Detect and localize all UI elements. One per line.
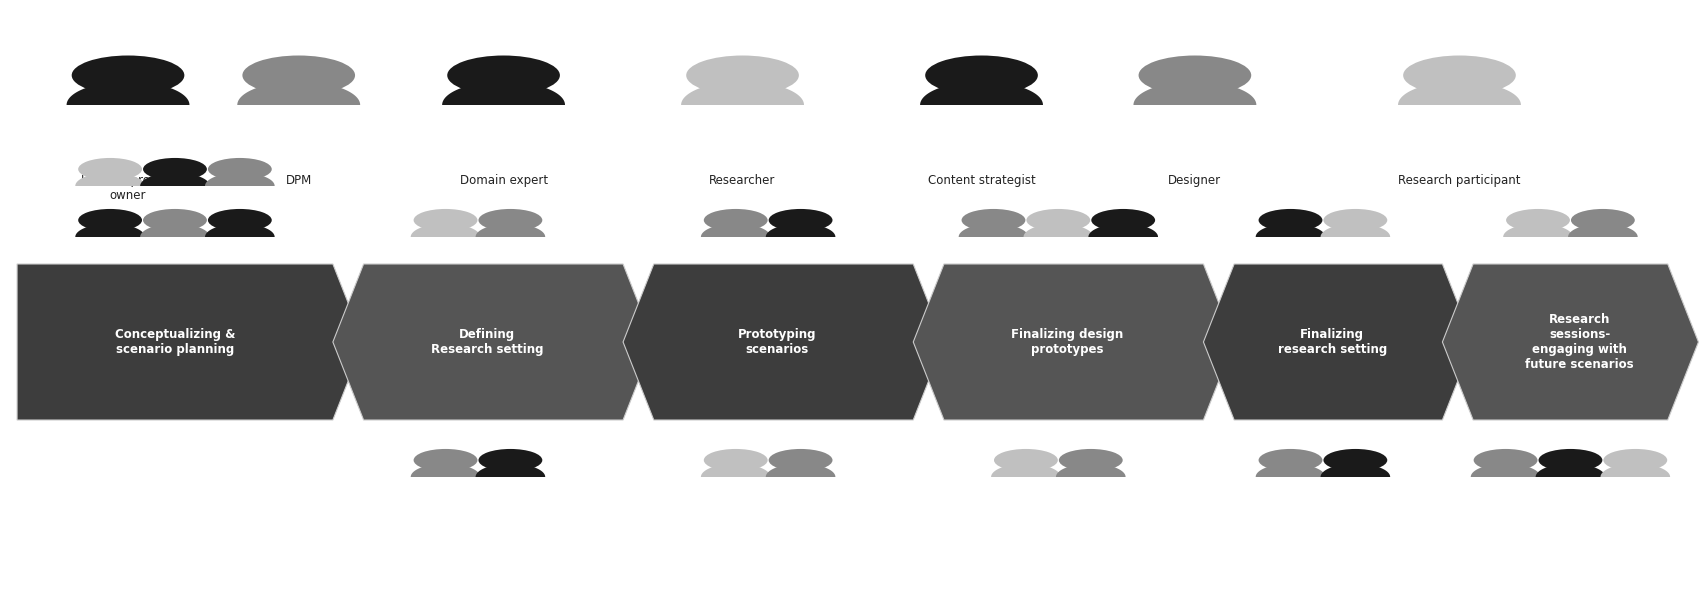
Circle shape xyxy=(79,158,142,181)
Polygon shape xyxy=(476,224,545,237)
Polygon shape xyxy=(1256,224,1325,237)
Polygon shape xyxy=(442,82,565,105)
Circle shape xyxy=(143,158,207,181)
Text: Finalizing
research setting: Finalizing research setting xyxy=(1277,328,1386,356)
Circle shape xyxy=(143,209,207,232)
Text: Prototyping
scenarios: Prototyping scenarios xyxy=(737,328,816,356)
Polygon shape xyxy=(476,464,545,477)
Polygon shape xyxy=(992,464,1060,477)
Circle shape xyxy=(1026,209,1091,232)
Circle shape xyxy=(768,449,833,472)
Circle shape xyxy=(1258,449,1323,472)
Polygon shape xyxy=(1321,224,1389,237)
Polygon shape xyxy=(140,173,210,186)
Polygon shape xyxy=(1601,464,1669,477)
Polygon shape xyxy=(1321,464,1389,477)
Circle shape xyxy=(703,449,768,472)
Text: Content strategist: Content strategist xyxy=(927,174,1036,187)
Circle shape xyxy=(1323,209,1388,232)
Polygon shape xyxy=(1504,224,1572,237)
Circle shape xyxy=(1139,56,1251,95)
Polygon shape xyxy=(681,82,804,105)
Polygon shape xyxy=(1398,82,1521,105)
Circle shape xyxy=(961,209,1026,232)
Polygon shape xyxy=(67,82,189,105)
Polygon shape xyxy=(920,82,1043,105)
Circle shape xyxy=(413,449,478,472)
Circle shape xyxy=(1091,209,1156,232)
Text: Research participant: Research participant xyxy=(1398,174,1521,187)
Circle shape xyxy=(413,209,478,232)
Circle shape xyxy=(242,56,355,95)
Polygon shape xyxy=(766,224,835,237)
Polygon shape xyxy=(959,224,1028,237)
Polygon shape xyxy=(75,173,145,186)
Circle shape xyxy=(1506,209,1570,232)
Polygon shape xyxy=(205,224,275,237)
Polygon shape xyxy=(237,82,360,105)
Polygon shape xyxy=(1442,264,1698,420)
Circle shape xyxy=(1603,449,1668,472)
Polygon shape xyxy=(1024,224,1092,237)
Polygon shape xyxy=(766,464,835,477)
Circle shape xyxy=(72,56,184,95)
Circle shape xyxy=(208,158,271,181)
Text: Defining
Research setting: Defining Research setting xyxy=(430,328,543,356)
Circle shape xyxy=(1570,209,1635,232)
Text: Domain expert: Domain expert xyxy=(459,174,548,187)
Circle shape xyxy=(925,56,1038,95)
Polygon shape xyxy=(1471,464,1540,477)
Polygon shape xyxy=(1256,464,1325,477)
Polygon shape xyxy=(623,264,944,420)
Polygon shape xyxy=(17,264,364,420)
Polygon shape xyxy=(702,464,770,477)
Text: Researcher: Researcher xyxy=(710,174,775,187)
Circle shape xyxy=(79,209,142,232)
Text: DPM: DPM xyxy=(285,174,312,187)
Circle shape xyxy=(993,449,1058,472)
Text: Research
sessions-
engaging with
future scenarios: Research sessions- engaging with future … xyxy=(1526,313,1634,371)
Circle shape xyxy=(1403,56,1516,95)
Text: Designer: Designer xyxy=(1168,174,1222,187)
Polygon shape xyxy=(1089,224,1157,237)
Polygon shape xyxy=(1203,264,1473,420)
Polygon shape xyxy=(1133,82,1256,105)
Polygon shape xyxy=(205,173,275,186)
Circle shape xyxy=(1538,449,1603,472)
Circle shape xyxy=(478,449,543,472)
Polygon shape xyxy=(1536,464,1605,477)
Text: Conceptualizing &
scenario planning: Conceptualizing & scenario planning xyxy=(114,328,236,356)
Text: Finalizing design
prototypes: Finalizing design prototypes xyxy=(1012,328,1123,356)
Polygon shape xyxy=(913,264,1234,420)
Polygon shape xyxy=(333,264,654,420)
Circle shape xyxy=(208,209,271,232)
Circle shape xyxy=(478,209,543,232)
Circle shape xyxy=(1473,449,1538,472)
Polygon shape xyxy=(702,224,770,237)
Polygon shape xyxy=(140,224,210,237)
Text: Internal product
owner: Internal product owner xyxy=(80,174,176,202)
Circle shape xyxy=(768,209,833,232)
Circle shape xyxy=(703,209,768,232)
Circle shape xyxy=(1058,449,1123,472)
Polygon shape xyxy=(75,224,145,237)
Circle shape xyxy=(1258,209,1323,232)
Polygon shape xyxy=(1057,464,1125,477)
Circle shape xyxy=(686,56,799,95)
Circle shape xyxy=(447,56,560,95)
Polygon shape xyxy=(411,224,480,237)
Polygon shape xyxy=(411,464,480,477)
Circle shape xyxy=(1323,449,1388,472)
Polygon shape xyxy=(1569,224,1637,237)
